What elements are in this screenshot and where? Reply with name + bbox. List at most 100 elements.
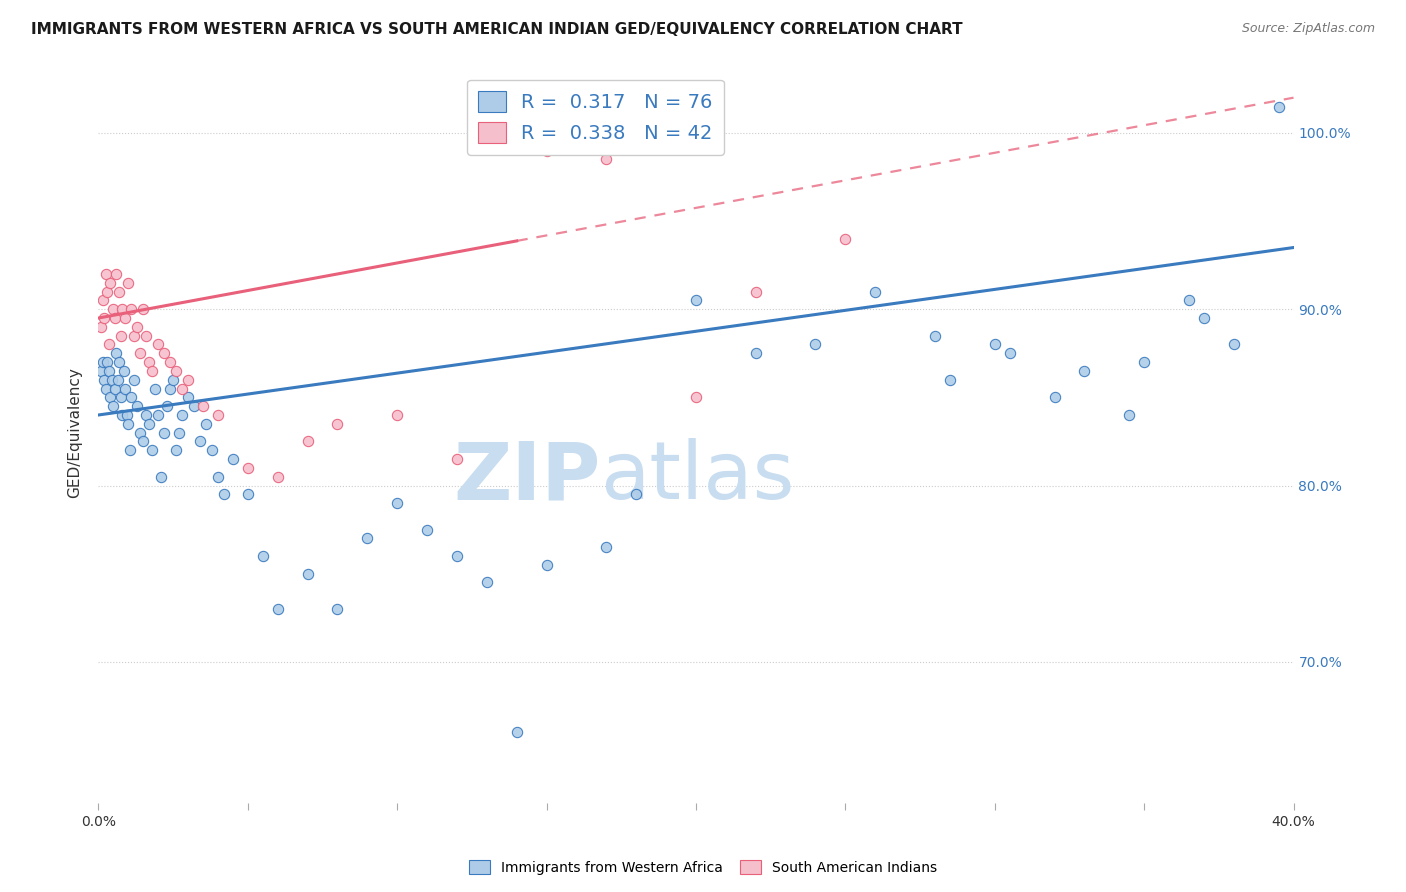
Point	[939, 373, 962, 387]
Point	[1043, 390, 1066, 404]
Point	[96, 285, 118, 299]
Point	[236, 461, 259, 475]
Point	[745, 285, 768, 299]
Point	[150, 469, 173, 483]
Point	[153, 425, 176, 440]
Point	[183, 399, 205, 413]
Point	[97, 337, 120, 351]
Point	[188, 434, 211, 449]
Point	[91, 293, 114, 308]
Point	[297, 566, 319, 581]
Point	[1133, 355, 1156, 369]
Point	[135, 408, 157, 422]
Point	[536, 144, 558, 158]
Point	[595, 540, 617, 554]
Point	[103, 302, 125, 317]
Point	[201, 443, 224, 458]
Point	[416, 523, 439, 537]
Point	[356, 532, 378, 546]
Point	[105, 346, 128, 360]
Legend: R =  0.317   N = 76, R =  0.338   N = 42: R = 0.317 N = 76, R = 0.338 N = 42	[467, 79, 724, 155]
Point	[207, 408, 229, 422]
Y-axis label: GED/Equivalency: GED/Equivalency	[67, 368, 83, 498]
Point	[1073, 364, 1095, 378]
Point	[135, 328, 157, 343]
Point	[91, 355, 114, 369]
Point	[124, 328, 146, 343]
Point	[165, 364, 187, 378]
Point	[536, 558, 558, 572]
Point	[127, 319, 149, 334]
Point	[129, 346, 152, 360]
Point	[120, 390, 142, 404]
Point	[112, 364, 135, 378]
Point	[132, 302, 155, 317]
Point	[236, 487, 259, 501]
Point	[148, 337, 170, 351]
Point	[108, 355, 131, 369]
Point	[93, 373, 115, 387]
Point	[191, 399, 214, 413]
Point	[90, 319, 112, 334]
Point	[105, 267, 128, 281]
Point	[138, 355, 160, 369]
Point	[98, 276, 122, 290]
Point	[506, 725, 529, 739]
Point	[94, 267, 117, 281]
Point	[124, 373, 146, 387]
Point	[108, 285, 131, 299]
Point	[167, 425, 190, 440]
Point	[97, 364, 120, 378]
Point	[107, 373, 129, 387]
Point	[446, 452, 468, 467]
Point	[132, 434, 155, 449]
Point	[326, 417, 349, 431]
Point	[117, 276, 139, 290]
Point	[685, 293, 707, 308]
Point	[94, 382, 117, 396]
Point	[804, 337, 827, 351]
Point	[129, 425, 152, 440]
Point	[212, 487, 235, 501]
Point	[195, 417, 218, 431]
Point	[111, 408, 134, 422]
Point	[252, 549, 274, 563]
Point	[159, 382, 181, 396]
Point	[110, 390, 132, 404]
Point	[141, 443, 163, 458]
Point	[118, 443, 141, 458]
Point	[114, 311, 136, 326]
Point	[385, 408, 409, 422]
Point	[172, 382, 194, 396]
Text: ZIP: ZIP	[453, 438, 600, 516]
Point	[101, 373, 124, 387]
Point	[446, 549, 468, 563]
Point	[1267, 99, 1289, 113]
Point	[148, 408, 170, 422]
Text: atlas: atlas	[600, 438, 794, 516]
Point	[222, 452, 245, 467]
Point	[117, 417, 139, 431]
Point	[103, 399, 125, 413]
Point	[267, 602, 290, 616]
Point	[745, 346, 768, 360]
Point	[141, 364, 163, 378]
Point	[998, 346, 1021, 360]
Point	[104, 311, 127, 326]
Point	[120, 302, 142, 317]
Point	[1118, 408, 1140, 422]
Point	[115, 408, 138, 422]
Point	[127, 399, 149, 413]
Point	[110, 328, 132, 343]
Point	[626, 487, 648, 501]
Point	[984, 337, 1007, 351]
Legend: Immigrants from Western Africa, South American Indians: Immigrants from Western Africa, South Am…	[464, 855, 942, 880]
Point	[162, 373, 184, 387]
Text: Source: ZipAtlas.com: Source: ZipAtlas.com	[1241, 22, 1375, 36]
Point	[924, 328, 946, 343]
Point	[159, 355, 181, 369]
Point	[595, 153, 617, 167]
Point	[165, 443, 187, 458]
Point	[1192, 311, 1215, 326]
Point	[385, 496, 409, 510]
